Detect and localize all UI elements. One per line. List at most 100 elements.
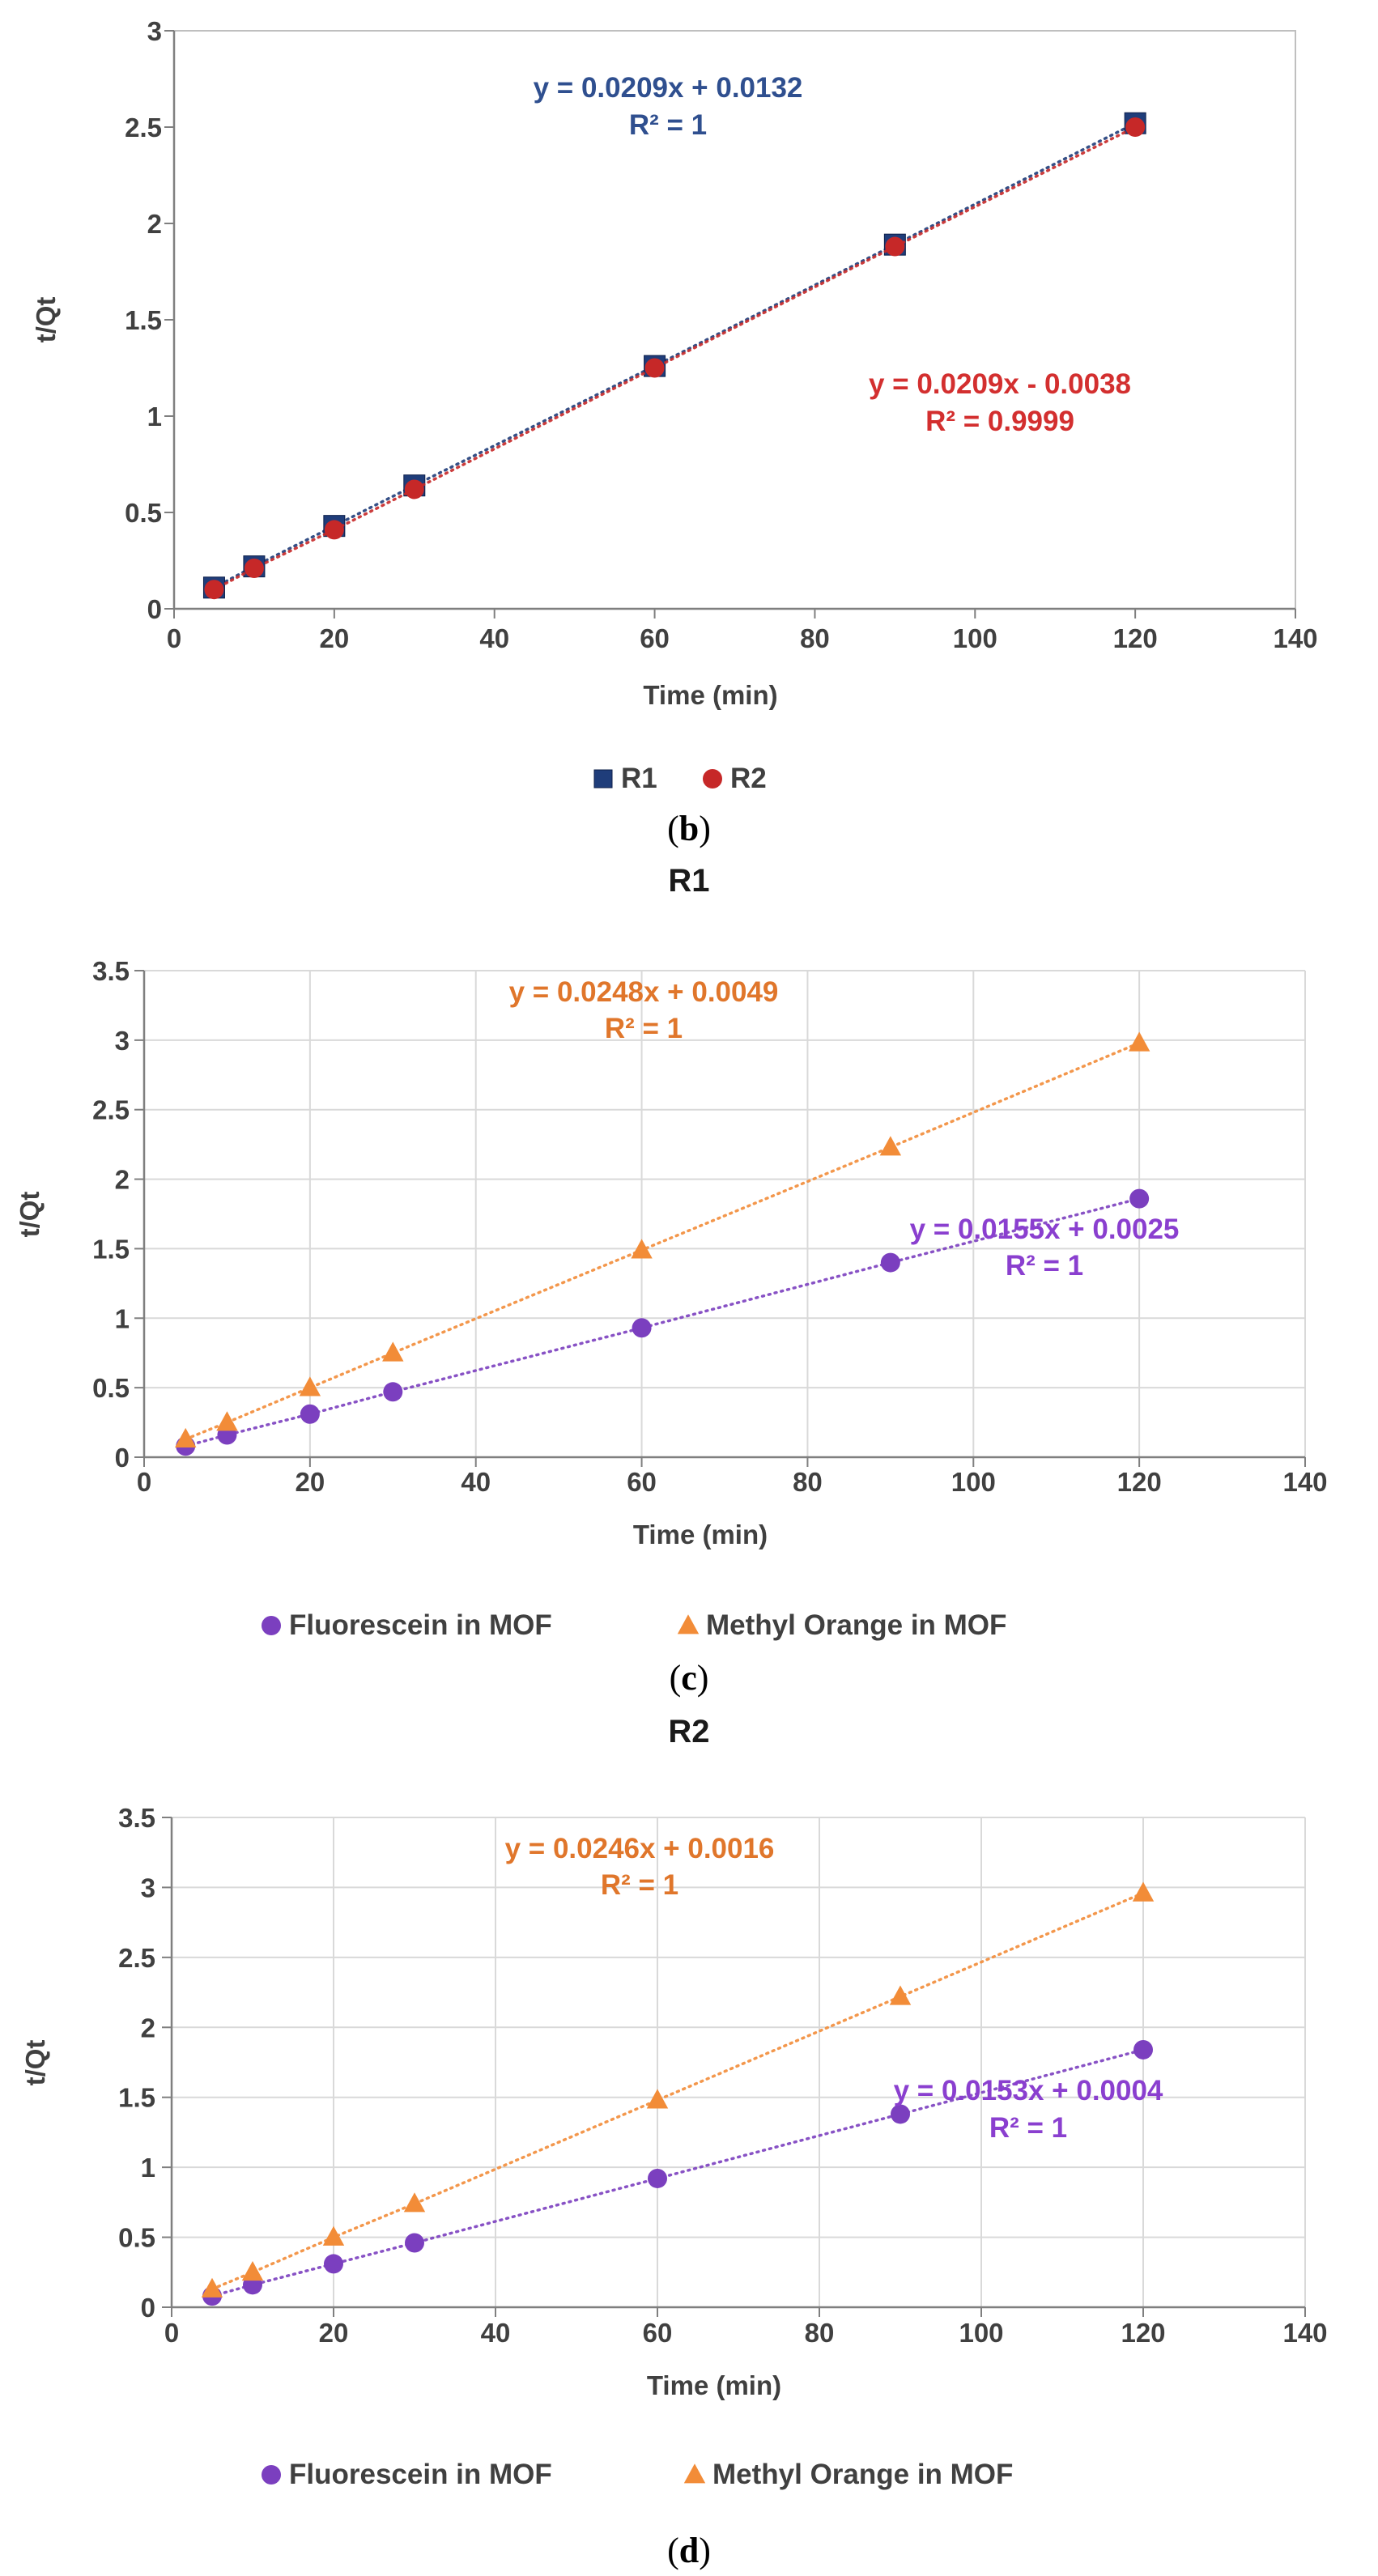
y-tick-label: 2 — [115, 1165, 130, 1195]
y-tick-label: 1.5 — [118, 2083, 155, 2113]
legend-marker — [262, 2465, 281, 2485]
data-point — [885, 236, 905, 257]
panel-label-c: (c) — [670, 1658, 709, 1698]
data-point — [891, 2104, 910, 2124]
data-point — [244, 559, 264, 579]
data-point — [324, 2254, 343, 2274]
data-point — [880, 1252, 900, 1273]
trend-equation: R² = 1 — [601, 1869, 678, 1901]
y-tick-label: 2 — [141, 2013, 155, 2043]
legend-label: Methyl Orange in MOF — [706, 1609, 1006, 1641]
x-tick-label: 60 — [627, 1467, 657, 1497]
x-tick-label: 120 — [1121, 2318, 1165, 2348]
y-axis-label: t/Qt — [15, 1192, 45, 1238]
chart-d: 0 20 40 60 80 100 120 140 0 0.5 1 1.5 2 2.5 3 3.5 Time (… — [20, 1803, 1328, 2490]
trend-equation: R² = 1 — [989, 2112, 1067, 2144]
x-axis-label: Time (min) — [633, 1520, 768, 1549]
data-point — [175, 1427, 197, 1448]
data-point — [216, 1411, 238, 1431]
trend-equation: y = 0.0209x + 0.0132 — [534, 72, 803, 104]
y-tick-label: 1.5 — [92, 1234, 130, 1264]
y-tick-label: 3 — [115, 1026, 130, 1056]
data-point — [646, 2089, 669, 2109]
x-tick-label: 0 — [167, 623, 181, 653]
y-tick-label: 2 — [147, 209, 162, 239]
data-point — [403, 2192, 426, 2213]
panel-label-d: (d) — [667, 2531, 711, 2570]
legend-marker — [593, 769, 613, 789]
data-point — [1125, 117, 1146, 137]
x-tick-label: 100 — [953, 623, 997, 653]
y-tick-label: 0.5 — [125, 498, 162, 528]
y-tick-label: 1.5 — [125, 305, 162, 335]
data-point — [644, 358, 665, 378]
y-tick-label: 0 — [147, 594, 162, 624]
y-tick-label: 1 — [115, 1303, 130, 1333]
y-tick-label: 0.5 — [118, 2223, 155, 2253]
data-point — [889, 1985, 912, 2005]
y-tick-label: 2.5 — [92, 1095, 130, 1125]
data-point — [204, 580, 224, 600]
chart-c: 0 20 40 60 80 100 120 140 0 0.5 1 1.5 2 2.5 3 3.5 Time (… — [15, 956, 1328, 1641]
y-tick-label: 3.5 — [118, 1803, 155, 1833]
x-axis-label: Time (min) — [643, 680, 777, 710]
data-point — [632, 1318, 652, 1338]
y-axis-label: t/Qt — [20, 2040, 50, 2086]
trend-equation: y = 0.0209x - 0.0038 — [869, 368, 1131, 400]
trendline-1 — [212, 121, 1137, 589]
x-tick-label: 80 — [800, 623, 830, 653]
legend-label: Fluorescein in MOF — [289, 1609, 552, 1641]
legend-marker — [677, 1614, 700, 1634]
trend-equation: R² = 0.9999 — [925, 406, 1074, 437]
x-tick-label: 40 — [479, 623, 509, 653]
data-point — [201, 2277, 223, 2298]
x-axis-label: Time (min) — [647, 2370, 781, 2400]
trend-equation: y = 0.0246x + 0.0016 — [505, 1833, 775, 1864]
data-point — [324, 520, 344, 540]
x-tick-label: 0 — [137, 1467, 151, 1497]
data-point — [1133, 2039, 1153, 2060]
legend-marker — [703, 769, 722, 789]
y-tick-label: 0 — [115, 1443, 130, 1473]
y-tick-label: 3.5 — [92, 956, 130, 986]
x-tick-label: 140 — [1282, 2318, 1327, 2348]
y-tick-label: 1 — [141, 2153, 155, 2183]
data-point — [300, 1404, 320, 1424]
data-point — [241, 2260, 264, 2281]
legend-label: R1 — [621, 763, 657, 794]
data-point — [1129, 1188, 1150, 1209]
trend-equation: R² = 1 — [629, 109, 707, 141]
y-tick-label: 3 — [147, 16, 162, 46]
data-point — [383, 1382, 403, 1402]
x-tick-label: 0 — [164, 2318, 179, 2348]
y-tick-label: 3 — [141, 1872, 155, 1902]
x-tick-label: 20 — [295, 1467, 325, 1497]
legend-marker — [683, 2463, 706, 2484]
x-tick-label: 80 — [793, 1467, 823, 1497]
panel-label-b: (b) — [667, 809, 711, 848]
trend-equation: R² = 1 — [1006, 1250, 1083, 1282]
data-point — [648, 2168, 667, 2188]
data-point — [322, 2225, 345, 2246]
legend-label: Fluorescein in MOF — [289, 2459, 552, 2490]
x-tick-label: 80 — [805, 2318, 835, 2348]
trend-equation: y = 0.0155x + 0.0025 — [910, 1214, 1180, 1245]
chart-b: 0 20 40 60 80 100 120 140 0 0.5 1 1.5 2 2.5 3 Time (min… — [31, 16, 1318, 794]
legend-label: R2 — [730, 763, 767, 794]
data-point — [404, 479, 424, 499]
x-tick-label: 40 — [481, 2318, 511, 2348]
data-point — [1132, 1881, 1155, 1902]
x-tick-label: 100 — [951, 1467, 996, 1497]
data-point — [631, 1239, 653, 1259]
x-tick-label: 100 — [959, 2318, 1003, 2348]
y-tick-label: 0 — [141, 2293, 155, 2323]
trend-equation: R² = 1 — [605, 1013, 683, 1044]
x-tick-label: 20 — [319, 623, 349, 653]
data-point — [879, 1136, 902, 1156]
x-tick-label: 60 — [640, 623, 670, 653]
data-point — [299, 1376, 321, 1396]
x-tick-label: 120 — [1117, 1467, 1162, 1497]
chart-c-title: R1 — [668, 863, 709, 899]
y-tick-label: 0.5 — [92, 1373, 130, 1403]
